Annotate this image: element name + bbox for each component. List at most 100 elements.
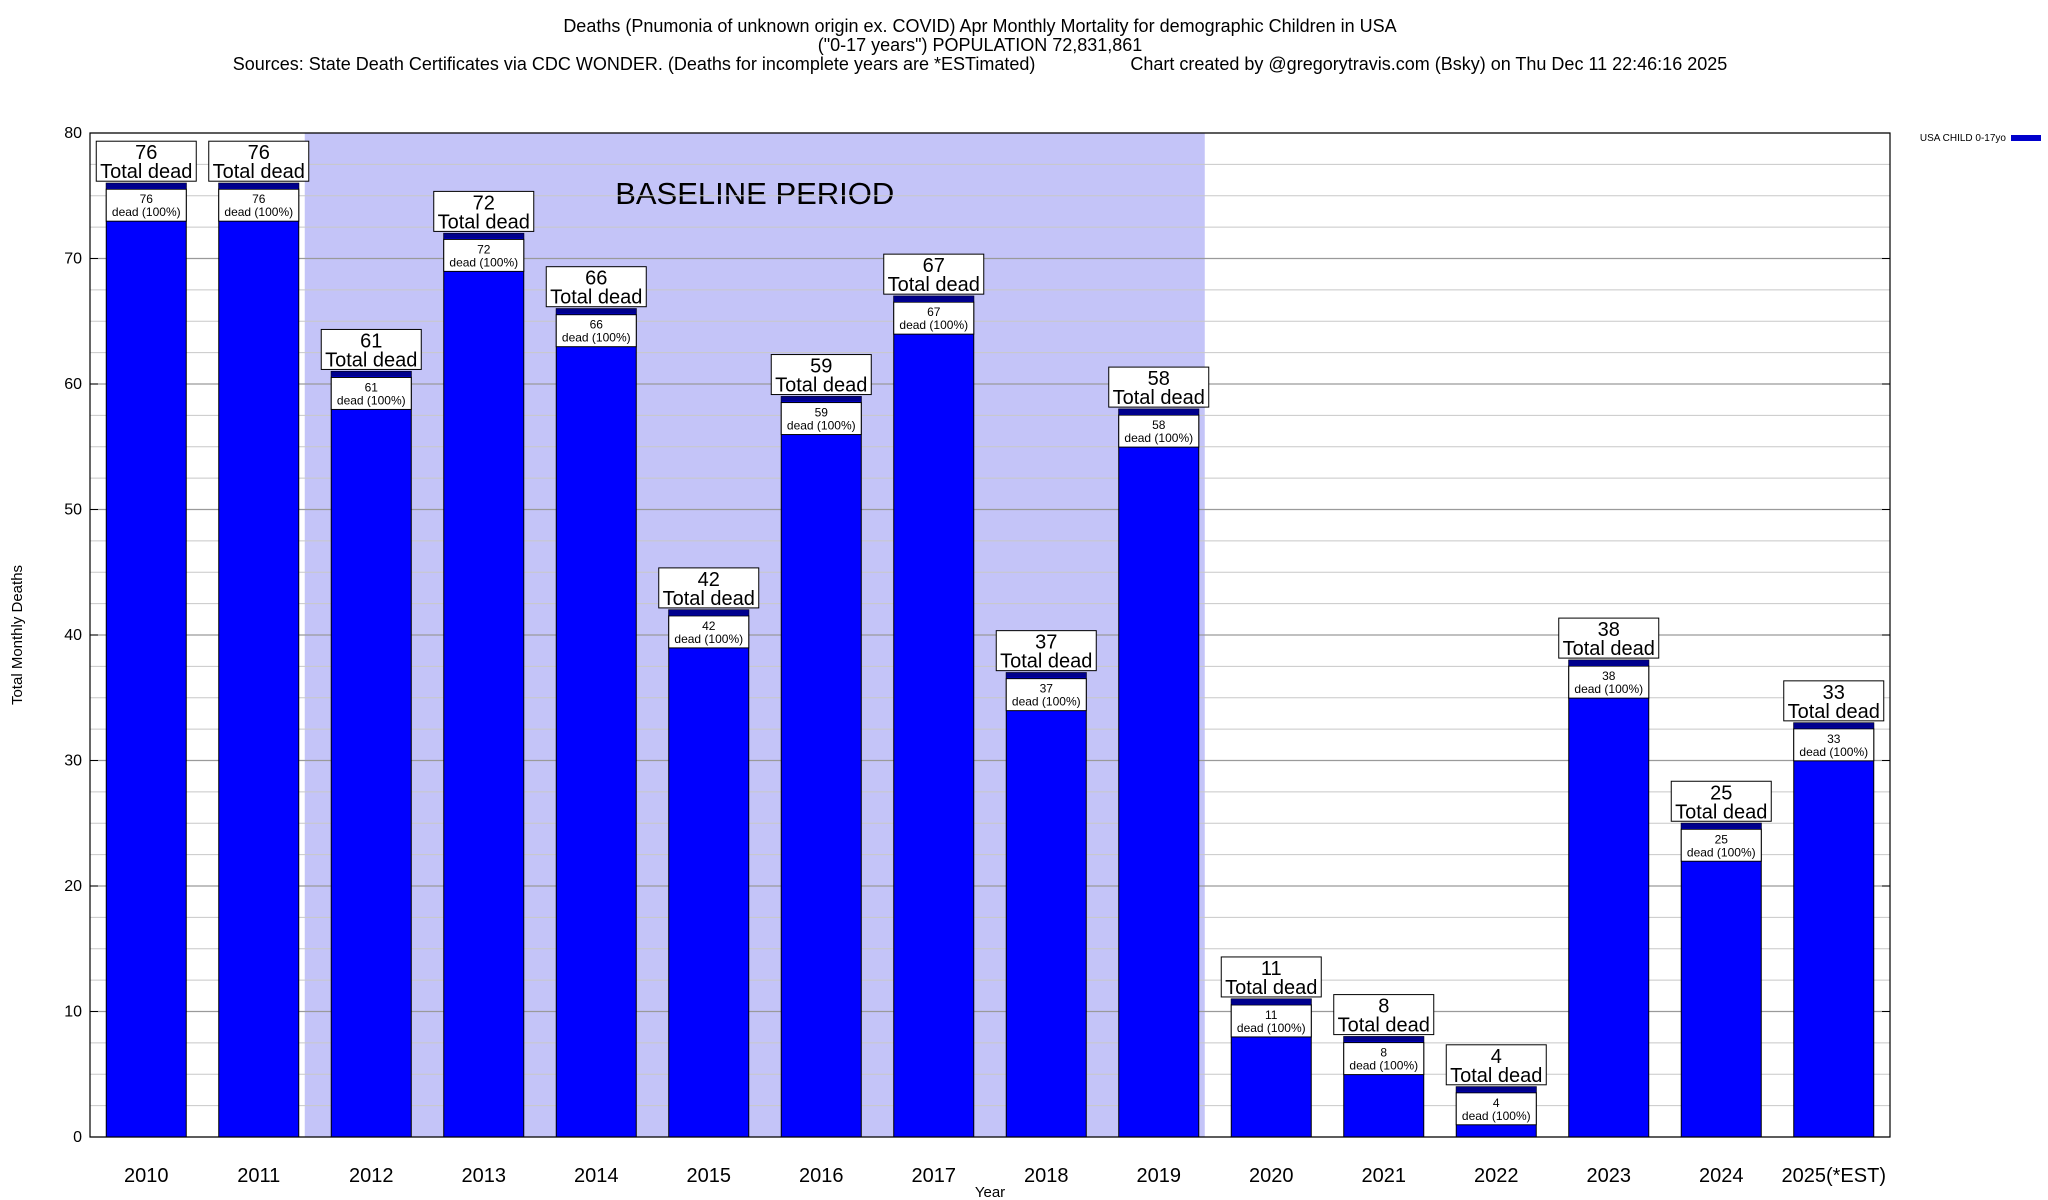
inner-label-box: [1005, 678, 1087, 712]
bar: [555, 308, 637, 1138]
total-value-label: 67: [923, 255, 945, 277]
bar-cap: [1793, 722, 1874, 728]
bar: [218, 182, 300, 1138]
total-dead-label: Total dead: [213, 161, 305, 183]
inner-value-label: 33: [1827, 732, 1841, 746]
y-tick-label: 10: [64, 1004, 82, 1021]
inner-label-box: [1680, 828, 1762, 862]
legend-swatch: [2011, 135, 2041, 141]
inner-label-box: [1455, 1092, 1537, 1126]
bars: [105, 182, 1875, 1138]
chart-subtitle: ("0-17 years") POPULATION 72,831,861: [817, 35, 1143, 55]
bar-cap: [331, 371, 412, 377]
bar-cap: [1456, 1086, 1537, 1092]
x-tick-label: 2023: [1587, 1165, 1632, 1187]
bar-cap: [1118, 409, 1199, 415]
inner-percent-label: dead (100%): [562, 331, 631, 345]
total-value-label: 33: [1823, 682, 1845, 704]
legend-label: USA CHILD 0-17yo: [1920, 133, 2007, 144]
inner-percent-label: dead (100%): [1574, 682, 1643, 696]
chart-credit: Chart created by @gregorytravis.com (Bsk…: [1130, 54, 1728, 74]
inner-value-label: 25: [1715, 832, 1729, 846]
x-tick-label: 2021: [1362, 1165, 1407, 1187]
y-tick-label: 80: [64, 125, 82, 142]
inner-percent-label: dead (100%): [1349, 1059, 1418, 1073]
total-value-label: 11: [1261, 958, 1282, 980]
bar-cap: [1681, 823, 1762, 829]
inner-percent-label: dead (100%): [1799, 745, 1868, 759]
total-label-box: [320, 328, 422, 370]
x-tick-label: 2012: [349, 1165, 394, 1187]
x-tick-label: 2015: [687, 1165, 732, 1187]
total-value-label: 25: [1710, 782, 1732, 804]
x-tick-label: 2011: [237, 1165, 280, 1187]
inner-label-box: [105, 188, 187, 222]
inner-percent-label: dead (100%): [1124, 431, 1193, 445]
total-dead-label: Total dead: [775, 375, 867, 397]
y-tick-label: 40: [64, 627, 82, 644]
x-tick-label: 2017: [912, 1165, 957, 1187]
inner-value-label: 67: [927, 305, 941, 319]
inner-value-label: 76: [140, 192, 154, 206]
inner-value-label: 72: [477, 242, 491, 256]
total-label-box: [1220, 956, 1322, 998]
inner-value-label: 61: [365, 380, 379, 394]
inner-label-box: [330, 376, 412, 410]
bar: [105, 182, 187, 1138]
baseline-label: BASELINE PERIOD: [615, 176, 894, 211]
bar: [1793, 722, 1875, 1138]
x-tick-label: 2025(*EST): [1782, 1165, 1887, 1187]
total-dead-label: Total dead: [325, 349, 417, 371]
x-axis-label: Year: [975, 1184, 1005, 1200]
inner-percent-label: dead (100%): [337, 393, 406, 407]
bar: [1568, 659, 1650, 1138]
chart-sources-credit: Sources: State Death Certificates via CD…: [0, 54, 1960, 74]
inner-label-box: [1793, 728, 1875, 762]
inner-label-box: [1230, 1004, 1312, 1038]
bar: [668, 609, 750, 1138]
bar-cap: [218, 183, 299, 189]
y-tick-label: 0: [73, 1129, 82, 1146]
x-tick-label: 2014: [574, 1165, 619, 1187]
inner-label-box: [555, 314, 637, 348]
inner-value-label: 42: [702, 619, 716, 633]
inner-percent-label: dead (100%): [1012, 695, 1081, 709]
y-axis-label: Total Monthly Deaths: [9, 565, 26, 705]
inner-percent-label: dead (100%): [899, 318, 968, 332]
total-label-box: [1333, 994, 1435, 1036]
inner-percent-label: dead (100%): [1462, 1109, 1531, 1123]
inner-value-label: 4: [1493, 1096, 1500, 1110]
x-tick-label: 2010: [124, 1165, 169, 1187]
inner-label-box: [218, 188, 300, 222]
inner-label-box: [443, 238, 525, 272]
y-tick-label: 20: [64, 878, 82, 895]
total-label-box: [95, 140, 197, 182]
total-label-box: [1783, 680, 1885, 722]
inner-label-box: [780, 402, 862, 436]
x-tick-label: 2022: [1474, 1165, 1519, 1187]
total-dead-label: Total dead: [1450, 1065, 1542, 1087]
bar: [443, 232, 525, 1138]
inner-label-box: [668, 615, 750, 649]
total-label-box: [658, 567, 760, 609]
x-tick-label: 2019: [1137, 1165, 1182, 1187]
inner-value-label: 66: [590, 318, 604, 332]
y-tick-label: 50: [64, 502, 82, 519]
total-label-box: [1108, 366, 1210, 408]
total-value-label: 58: [1148, 368, 1170, 390]
bar: [1680, 822, 1762, 1138]
y-tick-label: 30: [64, 753, 82, 770]
inner-value-label: 8: [1380, 1046, 1387, 1060]
inner-label-box: [1118, 414, 1200, 448]
bar: [1005, 672, 1087, 1138]
inner-value-label: 38: [1602, 669, 1616, 683]
inner-percent-label: dead (100%): [787, 419, 856, 433]
bar-cap: [893, 296, 974, 302]
legend: USA CHILD 0-17yo: [1920, 133, 2041, 144]
total-dead-label: Total dead: [1788, 701, 1880, 723]
total-value-label: 76: [248, 142, 270, 164]
total-value-label: 61: [360, 330, 382, 352]
chart-title: Deaths (Pnumonia of unknown origin ex. C…: [563, 16, 1397, 36]
